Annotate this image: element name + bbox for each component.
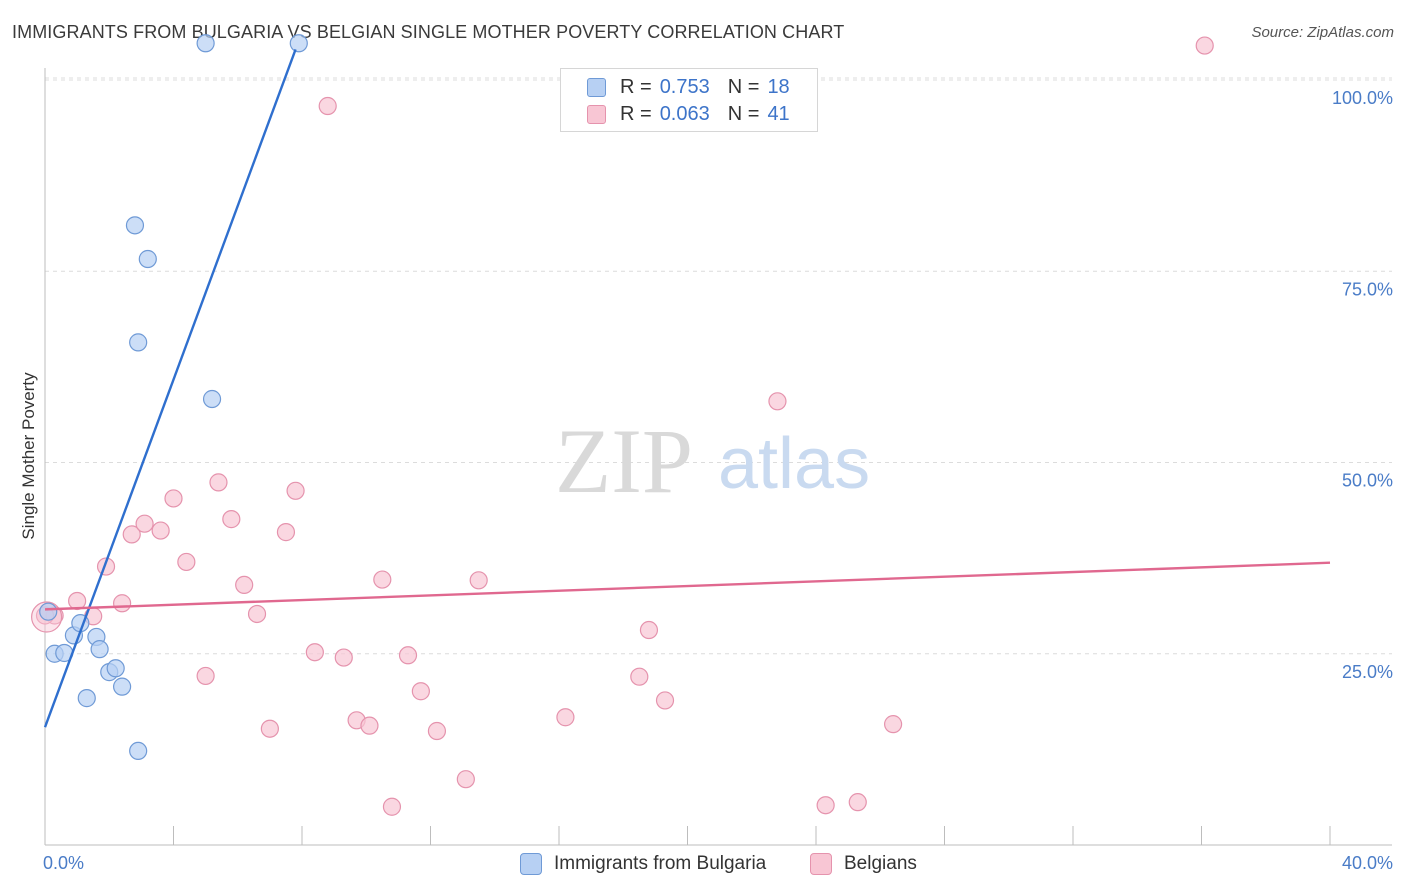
data-point [196, 666, 215, 686]
data-point [129, 741, 148, 761]
watermark-zip: ZIP [555, 410, 693, 512]
bulgaria-trend-line [43, 48, 297, 728]
bulgaria-points [39, 34, 308, 761]
data-point [469, 571, 488, 590]
data-point [112, 677, 132, 696]
data-point [639, 620, 659, 640]
data-point [655, 691, 675, 710]
legend: R = 0.753 N = 18 R = 0.063 N = 41 [560, 68, 818, 132]
data-point [260, 719, 279, 738]
legend-r-value: 0.063 [659, 102, 710, 125]
data-point [276, 523, 296, 542]
legend-row-belgian: R = 0.063 N = 41 [587, 101, 790, 127]
bottom-legend-belgian: Belgians [810, 852, 917, 876]
data-point [883, 715, 903, 734]
legend-n-label: N = [727, 75, 760, 98]
data-point [222, 510, 241, 529]
data-point [1195, 36, 1214, 55]
y-tick-label: 25.0% [1342, 662, 1393, 682]
legend-r-label: R = [620, 75, 652, 98]
data-point [289, 34, 308, 53]
source-credit: Source: ZipAtlas.com [1251, 24, 1394, 41]
data-point [196, 34, 215, 53]
data-point [630, 667, 649, 686]
data-point [90, 640, 109, 659]
legend-n-label: N = [727, 102, 760, 125]
data-point [816, 796, 835, 815]
data-point [382, 797, 402, 816]
axes [44, 68, 1392, 846]
data-point [318, 96, 337, 116]
y-tick-label: 75.0% [1342, 279, 1393, 299]
data-point [360, 716, 379, 735]
data-point [411, 682, 430, 701]
data-point [125, 216, 145, 235]
bulgaria-legend-label: Immigrants from Bulgaria [554, 853, 767, 874]
belgian-trend-line [44, 561, 1331, 611]
data-point [456, 770, 475, 789]
data-point [209, 473, 228, 492]
data-point [177, 552, 196, 572]
watermark-atlas: atlas [718, 424, 870, 504]
x-tick-label-max: 40.0% [1342, 853, 1393, 873]
y-axis-title: Single Mother Poverty [19, 372, 38, 540]
data-point [151, 521, 170, 540]
legend-n-value: 41 [767, 102, 790, 125]
x-tick-label-min: 0.0% [43, 853, 84, 873]
belgian-swatch [587, 104, 606, 124]
bottom-legend-bulgaria: Immigrants from Bulgaria [520, 852, 766, 876]
data-point [398, 646, 418, 665]
legend-r-label: R = [620, 102, 652, 125]
belgian-legend-swatch [810, 853, 832, 875]
bulgaria-swatch [587, 77, 606, 97]
chart-title: IMMIGRANTS FROM BULGARIA VS BELGIAN SING… [12, 22, 845, 42]
data-point [39, 602, 58, 621]
data-point [305, 643, 324, 662]
legend-row-bulgaria: R = 0.753 N = 18 [587, 74, 790, 100]
data-point [138, 249, 157, 269]
data-point [106, 659, 125, 678]
y-tick-labels: 25.0% 50.0% 75.0% 100.0% [1332, 88, 1393, 682]
data-point [286, 481, 305, 500]
bulgaria-legend-swatch [520, 853, 542, 875]
data-point [164, 489, 183, 508]
legend-r-value: 0.753 [659, 75, 710, 98]
data-point [334, 648, 353, 667]
data-point [112, 594, 132, 613]
belgian-legend-label: Belgians [844, 853, 917, 874]
data-point [202, 389, 222, 409]
data-point [68, 591, 87, 611]
data-point [427, 721, 447, 741]
data-point [77, 689, 96, 708]
data-point [235, 575, 254, 595]
data-point [122, 525, 141, 544]
y-tick-label: 100.0% [1332, 88, 1393, 108]
data-point [129, 333, 148, 352]
data-point [768, 392, 787, 411]
data-point [373, 570, 392, 589]
trend-lines [43, 48, 1331, 728]
legend-n-value: 18 [767, 75, 790, 98]
y-tick-label: 50.0% [1342, 471, 1393, 491]
data-point [247, 604, 267, 624]
data-point [848, 793, 867, 812]
data-point [556, 708, 575, 727]
data-point [135, 514, 154, 533]
